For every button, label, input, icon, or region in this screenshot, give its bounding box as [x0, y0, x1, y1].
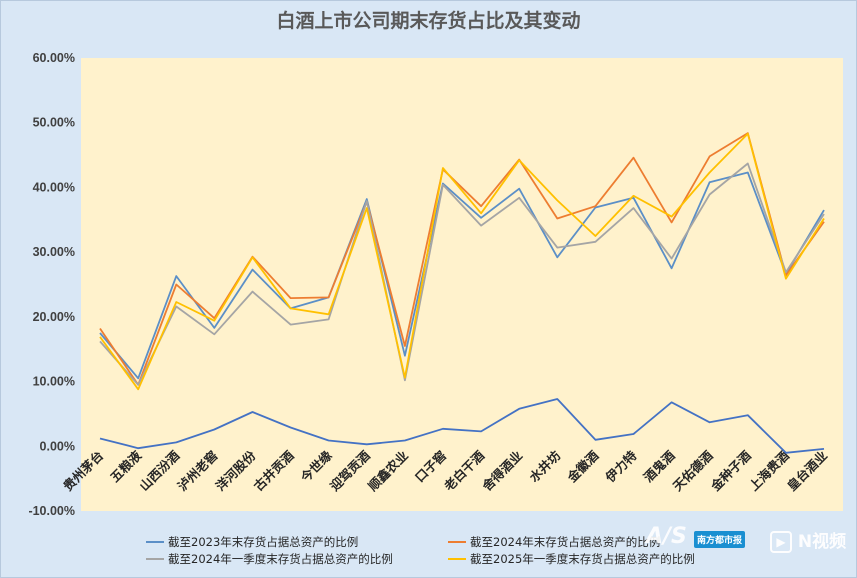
- y-tick-label: 20.00%: [33, 310, 75, 324]
- y-tick-label: 10.00%: [33, 375, 75, 389]
- y-tick-label: 50.00%: [33, 116, 75, 130]
- series-line-3: [99, 132, 825, 391]
- legend-label: 截至2023年末存货占据总资产的比例: [168, 535, 358, 549]
- watermark-video: ▶ N视频: [770, 527, 846, 553]
- y-tick-label: 60.00%: [33, 51, 75, 65]
- legend-label: 截至2024年一季度末存货占据总资产的比例: [168, 552, 393, 566]
- plot-area: [81, 58, 843, 511]
- y-tick-label: 30.00%: [33, 245, 75, 259]
- legend-label: 截至2024年末存货占据总资产的比例: [470, 535, 660, 549]
- y-tick-label: 40.00%: [33, 180, 75, 194]
- y-axis: 60.00% 50.00% 40.00% 30.00% 20.00% 10.00% 0.00…: [28, 51, 75, 518]
- series-lines: [99, 132, 825, 454]
- chart-title: 白酒上市公司期末存货占比及其变动: [276, 10, 581, 32]
- series-line-2: [99, 162, 825, 386]
- legend-label: 截至2025年一季度末存货占据总资产的比例: [470, 552, 695, 566]
- watermark-video-text: N视频: [797, 532, 847, 552]
- series-line-4: [99, 398, 825, 454]
- watermark-logo: A/S: [646, 524, 687, 549]
- video-play-icon: ▶: [770, 531, 792, 553]
- y-tick-label: -10.00%: [28, 504, 75, 518]
- series-line-0: [99, 171, 825, 380]
- legend: 截至2023年末存货占据总资产的比例 截至2024年末存货占据总资产的比例截至20…: [146, 535, 695, 566]
- y-tick-label: 0.00%: [40, 439, 75, 453]
- watermark-badge: 南方都市报: [694, 531, 746, 548]
- series-line-1: [99, 132, 825, 386]
